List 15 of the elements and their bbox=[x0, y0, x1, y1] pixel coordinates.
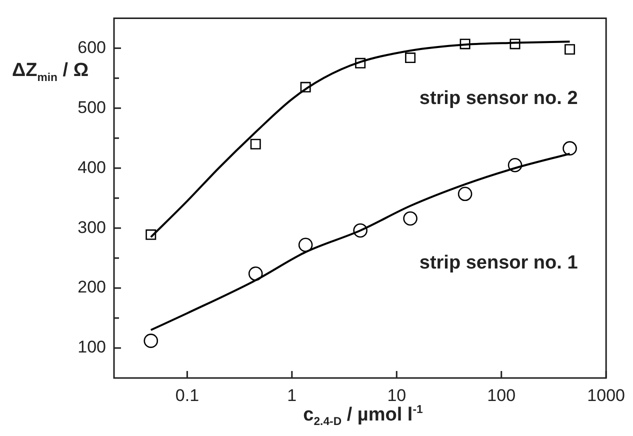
y-tick-label: 300 bbox=[78, 218, 106, 237]
y-axis-title: ΔZ$_{min}$ / Ω bbox=[12, 60, 89, 84]
x-tick-label: 1000 bbox=[587, 386, 626, 405]
y-tick-label: 600 bbox=[78, 38, 106, 57]
x-tick-label: 100 bbox=[487, 386, 516, 405]
y-tick-label: 400 bbox=[78, 158, 106, 177]
x-tick-label: 10 bbox=[387, 386, 406, 405]
x-tick-label: 0.1 bbox=[175, 386, 200, 405]
series-label: strip sensor no. 2 bbox=[419, 88, 578, 110]
series-label: strip sensor no. 1 bbox=[419, 252, 578, 274]
x-tick-label: 1 bbox=[287, 386, 297, 405]
x-axis-title: c$_{2.4-D}$ / µmol l$^{-1}$ bbox=[302, 404, 424, 428]
y-tick-label: 200 bbox=[78, 278, 106, 297]
y-tick-label: 100 bbox=[78, 338, 106, 357]
y-tick-label: 500 bbox=[78, 98, 106, 117]
